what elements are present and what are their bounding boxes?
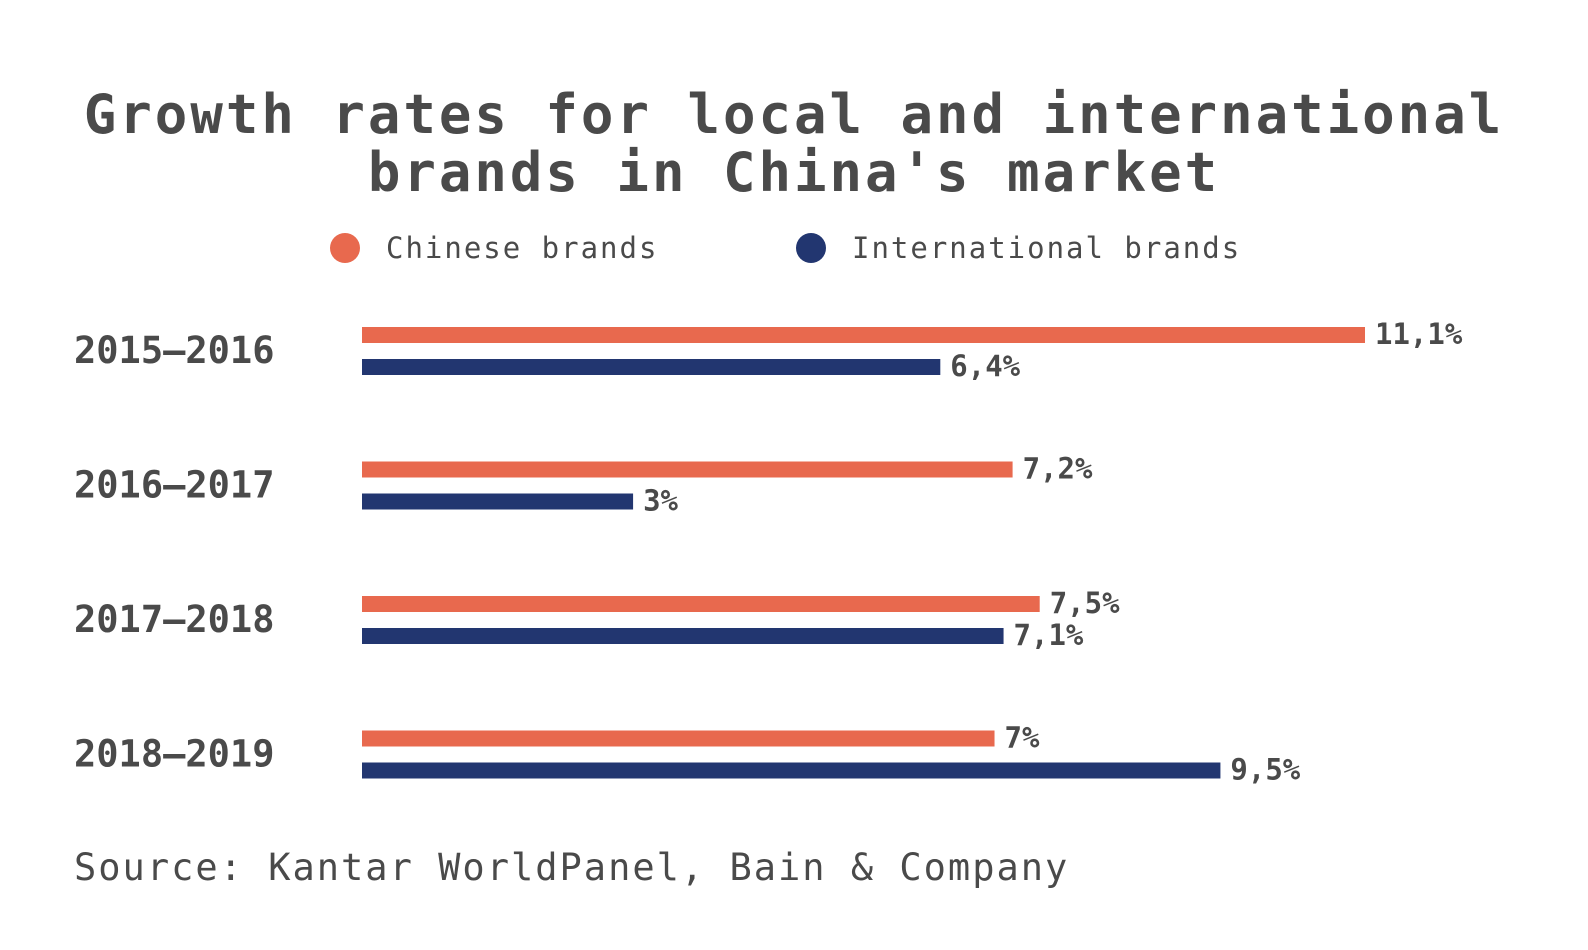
chart-title-line-1: Growth rates for local and international: [83, 83, 1505, 146]
category-label-2018-2019: 2018—2019: [74, 733, 274, 776]
chart-legend: Chinese brands International brands: [0, 228, 1588, 268]
bar-international-brands-3: [362, 762, 1221, 779]
bar-chinese-brands-2: [362, 596, 1040, 612]
legend-item-international-brands: International brands: [796, 228, 1241, 268]
data-label-international-brands-3: 9,5%: [1230, 753, 1300, 787]
data-label-chinese-brands-3: 7%: [1005, 721, 1040, 755]
chart-title-line-2: brands in China's market: [367, 141, 1221, 204]
chart-title: Growth rates for local and international…: [0, 86, 1588, 202]
bar-chinese-brands-3: [362, 730, 995, 747]
legend-item-chinese-brands: Chinese brands: [330, 228, 658, 268]
legend-label-international-brands: International brands: [852, 231, 1242, 265]
data-label-chinese-brands-1: 7,2%: [1023, 452, 1093, 486]
bar-chinese-brands-1: [362, 461, 1013, 478]
category-label-2017-2018: 2017—2018: [74, 598, 274, 641]
legend-dot-international-brands: [796, 233, 826, 263]
category-label-2016-2017: 2016—2017: [74, 464, 274, 507]
legend-dot-chinese-brands: [330, 233, 360, 263]
source-note: Source: Kantar WorldPanel, Bain & Compan…: [74, 846, 1070, 889]
bar-chinese-brands-0: [362, 327, 1365, 343]
bar-international-brands-2: [362, 628, 1004, 644]
bar-international-brands-1: [362, 493, 634, 510]
category-label-2015-2016: 2015—2016: [74, 329, 274, 372]
data-label-international-brands-2: 7,1%: [1014, 618, 1084, 652]
legend-label-chinese-brands: Chinese brands: [386, 231, 659, 265]
bar-international-brands-0: [362, 359, 941, 375]
data-label-chinese-brands-2: 7,5%: [1050, 586, 1120, 620]
data-label-international-brands-1: 3%: [643, 484, 678, 518]
data-label-chinese-brands-0: 11,1%: [1375, 317, 1463, 351]
data-label-international-brands-0: 6,4%: [950, 349, 1020, 383]
